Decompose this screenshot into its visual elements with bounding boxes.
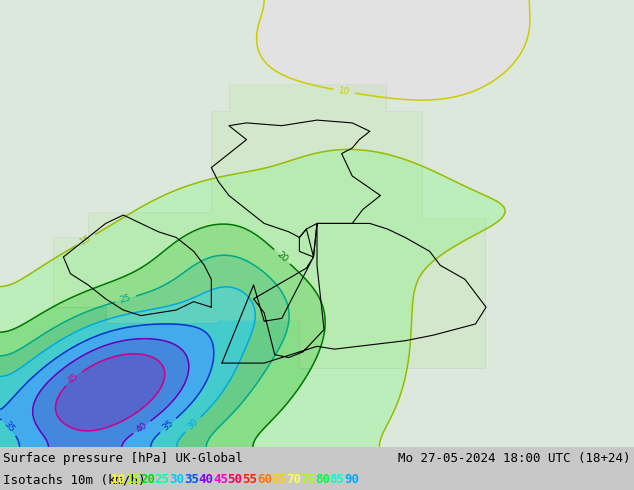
Text: 45: 45 (67, 371, 81, 386)
Text: 40: 40 (134, 420, 149, 434)
Text: 35: 35 (2, 420, 16, 435)
Text: 55: 55 (242, 473, 257, 487)
Text: 40: 40 (198, 473, 214, 487)
Text: 65: 65 (271, 473, 287, 487)
Text: 50: 50 (228, 473, 243, 487)
Text: 60: 60 (257, 473, 272, 487)
Text: 90: 90 (344, 473, 359, 487)
Text: Mo 27-05-2024 18:00 UTC (18+24): Mo 27-05-2024 18:00 UTC (18+24) (399, 452, 631, 466)
Text: 70: 70 (286, 473, 301, 487)
Text: 85: 85 (330, 473, 345, 487)
Text: Isotachs 10m (km/h): Isotachs 10m (km/h) (3, 473, 145, 487)
Text: 25: 25 (155, 473, 170, 487)
Text: 30: 30 (186, 417, 200, 432)
Text: 15: 15 (79, 233, 93, 247)
Text: 10: 10 (338, 86, 351, 97)
Text: 20: 20 (275, 249, 289, 264)
Text: 25: 25 (119, 293, 133, 305)
Text: 80: 80 (315, 473, 330, 487)
Text: 30: 30 (169, 473, 184, 487)
Text: 20: 20 (140, 473, 155, 487)
Text: 10: 10 (111, 473, 126, 487)
Text: 15: 15 (126, 473, 141, 487)
Text: 75: 75 (301, 473, 316, 487)
Text: 35: 35 (184, 473, 199, 487)
Text: 45: 45 (213, 473, 228, 487)
Text: Surface pressure [hPa] UK-Global: Surface pressure [hPa] UK-Global (3, 452, 243, 466)
Text: 35: 35 (161, 418, 176, 433)
